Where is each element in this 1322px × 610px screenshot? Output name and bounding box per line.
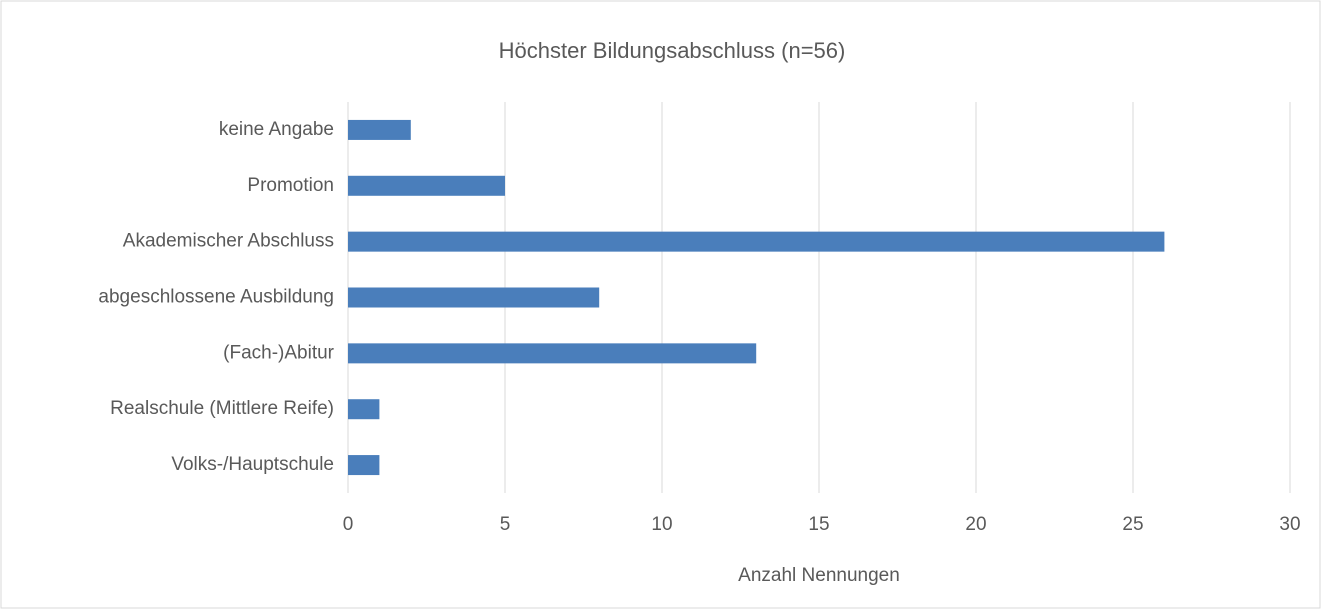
x-tick-label: 30: [1279, 514, 1300, 535]
bar: [348, 287, 600, 308]
y-tick-label: Volks-/Hauptschule: [171, 454, 334, 475]
y-tick-label: (Fach-)Abitur: [223, 342, 335, 363]
y-tick-label: keine Angabe: [219, 119, 334, 140]
bar: [348, 231, 1165, 252]
y-tick-label: abgeschlossene Ausbildung: [98, 287, 334, 308]
x-tick-label: 20: [965, 514, 986, 535]
x-tick-label: 0: [343, 514, 354, 535]
x-tick-label: 25: [1122, 514, 1143, 535]
bar: [348, 399, 380, 420]
bar: [348, 455, 380, 476]
bar: [348, 343, 757, 364]
x-tick-label: 5: [500, 514, 511, 535]
bar: [348, 119, 411, 140]
y-tick-label: Realschule (Mittlere Reife): [110, 398, 334, 419]
bar: [348, 175, 505, 196]
x-axis-label: Anzahl Nennungen: [738, 565, 900, 586]
y-tick-label: Akademischer Abschluss: [123, 231, 334, 252]
x-tick-label: 15: [808, 514, 829, 535]
chart-title: Höchster Bildungsabschluss (n=56): [499, 38, 846, 63]
y-tick-label: Promotion: [247, 175, 334, 196]
x-tick-label: 10: [651, 514, 672, 535]
